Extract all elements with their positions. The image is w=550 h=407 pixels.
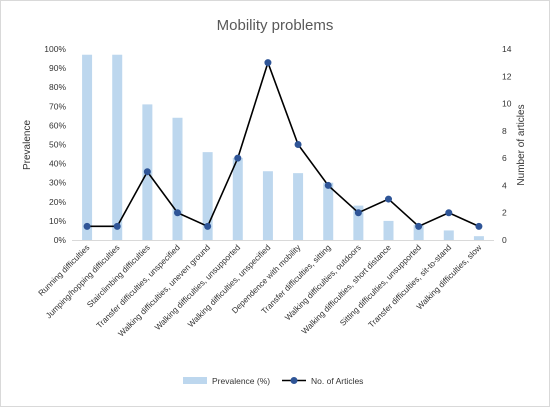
bar-10 [353,205,364,240]
articles-point-14 [475,222,483,230]
articles-point-10 [354,209,362,217]
y-tick-label: 60% [49,120,66,130]
articles-point-2 [113,222,121,230]
articles-point-5 [204,222,212,230]
bars-layer [82,54,484,241]
bar-8 [293,173,304,240]
bar-11 [383,220,394,240]
category-label: Running difficulties [37,243,92,298]
y2-tick-label: 6 [502,153,507,163]
right-axis: 0 2 4 6 8 10 12 14 [502,44,512,245]
legend-bar-label: Prevalence (%) [212,376,270,386]
y2-axis-title: Number of articles [516,104,527,185]
y2-tick-label: 10 [502,99,512,109]
y2-tick-label: 12 [502,71,512,81]
y-tick-label: 0% [54,235,67,245]
bar-1 [82,54,93,241]
y-axis-title: Prevalence [22,120,33,170]
legend: Prevalence (%) No. of Articles [183,376,363,386]
y-tick-label: 20% [49,197,66,207]
y2-tick-label: 0 [502,235,507,245]
articles-point-13 [445,209,453,217]
y-tick-label: 40% [49,159,66,169]
articles-point-7 [264,59,272,67]
y-tick-label: 100% [44,44,66,54]
line-layer [83,59,483,230]
articles-point-4 [174,209,181,217]
bar-9 [323,182,334,240]
bar-5 [202,152,213,240]
y2-tick-label: 2 [502,208,507,218]
legend-line-label: No. of Articles [311,376,363,386]
articles-point-9 [324,181,332,189]
articles-point-8 [294,141,302,148]
y-tick-label: 90% [49,63,66,73]
articles-line [87,60,480,228]
y-tick-label: 80% [49,82,66,92]
articles-point-1 [83,222,91,230]
legend-bar-swatch [183,377,207,384]
y2-tick-label: 8 [502,126,507,136]
articles-point-6 [234,154,242,162]
y-tick-label: 50% [49,140,66,150]
y-tick-label: 70% [49,101,66,111]
left-axis: 0% 10% 20% 30% 40% 50% 60% 70% 80% 90% 100% [44,44,66,245]
legend-line-marker [290,377,298,384]
bar-2 [112,54,123,241]
bar-4 [172,117,183,240]
articles-point-3 [143,168,151,176]
articles-point-11 [385,195,392,203]
articles-point-12 [415,222,423,230]
bar-14 [473,236,484,240]
bar-13 [443,230,454,240]
bar-6 [232,157,243,240]
y2-tick-label: 4 [502,180,507,190]
y-tick-label: 10% [49,216,66,226]
chart-title: Mobility problems [217,17,334,34]
y-tick-label: 30% [49,178,66,188]
y2-tick-label: 14 [502,44,512,54]
bar-7 [262,171,273,240]
bar-12 [413,224,424,240]
